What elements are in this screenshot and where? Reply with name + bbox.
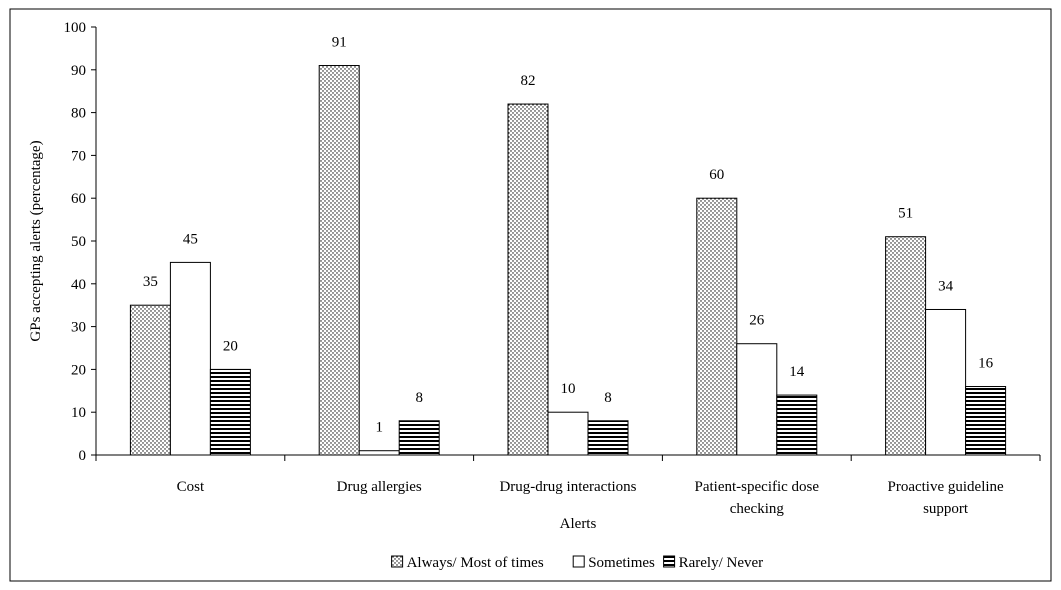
legend-label: Rarely/ Never bbox=[679, 555, 764, 571]
data-label: 14 bbox=[789, 364, 805, 380]
chart-frame bbox=[9, 8, 1052, 582]
bar[interactable] bbox=[925, 308, 967, 456]
data-label: 51 bbox=[898, 206, 913, 222]
x-tick-label: Drug allergies bbox=[337, 479, 422, 495]
y-tick-label: 30 bbox=[71, 320, 86, 336]
plot-area: 0 10 20 30 40 50 60 70 80 90 100 GPs accepting aler… bbox=[28, 20, 1041, 571]
x-tick-label: Patient-specific dose bbox=[695, 479, 820, 495]
y-tick-label: 0 bbox=[79, 448, 87, 464]
x-tick-label: Proactive guideline bbox=[887, 479, 1004, 495]
bar[interactable] bbox=[358, 450, 400, 456]
legend-swatch bbox=[663, 555, 676, 568]
data-label: 10 bbox=[561, 381, 576, 397]
y-tick-label: 50 bbox=[71, 234, 86, 250]
bar[interactable] bbox=[587, 420, 629, 456]
data-label: 91 bbox=[332, 35, 347, 51]
bar[interactable] bbox=[507, 103, 549, 456]
y-tick-label: 90 bbox=[71, 63, 86, 79]
legend-label: Always/ Most of times bbox=[407, 555, 544, 571]
legend-swatch bbox=[391, 555, 404, 568]
bar[interactable] bbox=[696, 197, 738, 456]
bar[interactable] bbox=[318, 65, 360, 456]
y-tick-label: 20 bbox=[71, 362, 86, 378]
bar[interactable] bbox=[965, 386, 1007, 456]
y-tick-label: 60 bbox=[71, 191, 86, 207]
y-tick-label: 100 bbox=[64, 20, 87, 36]
data-label: 34 bbox=[938, 278, 954, 294]
data-label: 26 bbox=[749, 313, 765, 329]
data-label: 45 bbox=[183, 231, 198, 247]
data-label: 8 bbox=[604, 390, 612, 406]
data-label: 35 bbox=[143, 274, 158, 290]
data-label: 1 bbox=[375, 420, 383, 436]
legend-label: Sometimes bbox=[588, 555, 655, 571]
data-label: 16 bbox=[978, 356, 994, 372]
y-tick-label: 10 bbox=[71, 405, 86, 421]
bar[interactable] bbox=[209, 368, 251, 456]
bar[interactable] bbox=[129, 304, 171, 456]
data-label: 8 bbox=[415, 390, 423, 406]
data-label: 60 bbox=[709, 167, 724, 183]
legend-swatch bbox=[572, 555, 585, 568]
y-tick-label: 40 bbox=[71, 277, 86, 293]
x-tick-label: Drug-drug interactions bbox=[499, 479, 636, 495]
bar[interactable] bbox=[547, 411, 589, 456]
bar[interactable] bbox=[776, 394, 818, 456]
bar[interactable] bbox=[736, 343, 778, 456]
x-tick-label: checking bbox=[730, 501, 785, 517]
y-tick-label: 70 bbox=[71, 148, 86, 164]
y-axis-label: GPs accepting alerts (percentage) bbox=[28, 140, 44, 341]
data-label: 82 bbox=[521, 73, 536, 89]
x-tick-label: support bbox=[923, 501, 969, 517]
x-tick-label: Cost bbox=[177, 479, 205, 495]
x-axis-label: Alerts bbox=[560, 516, 597, 532]
bar[interactable] bbox=[885, 236, 927, 456]
bar[interactable] bbox=[398, 420, 440, 456]
y-tick-label: 80 bbox=[71, 106, 86, 122]
data-label: 20 bbox=[223, 338, 238, 354]
bar[interactable] bbox=[169, 261, 211, 456]
